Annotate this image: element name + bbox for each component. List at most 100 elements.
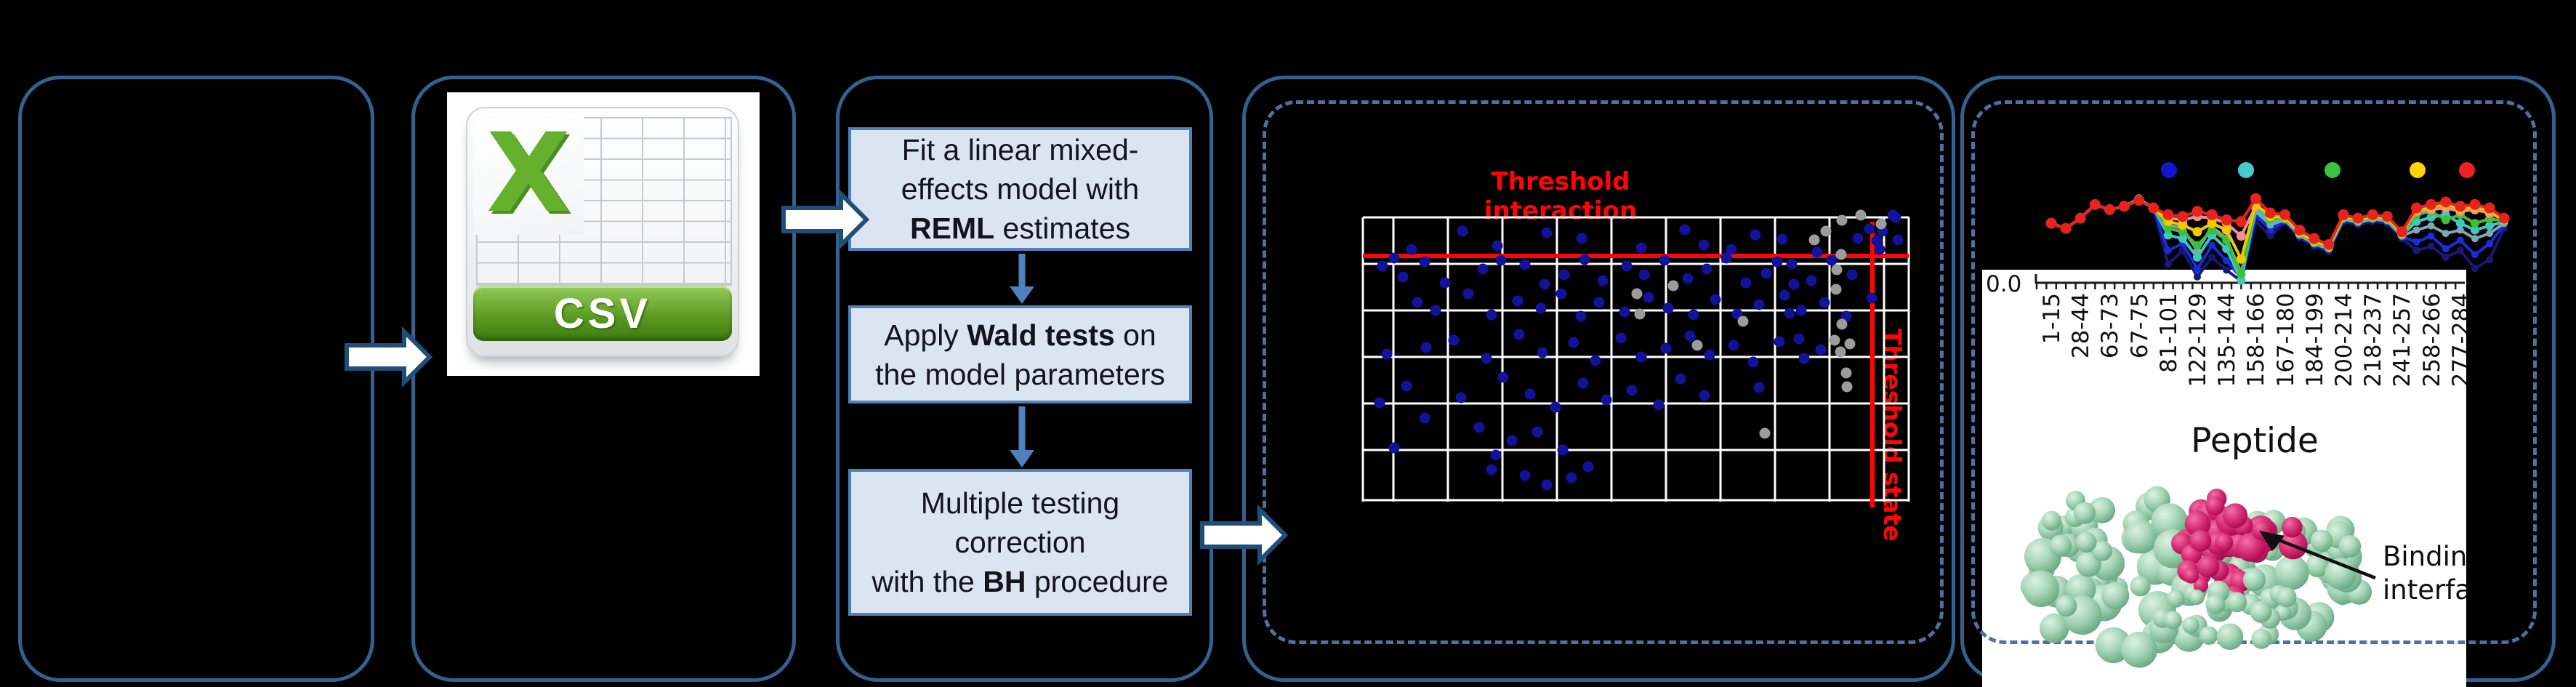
down-arrow-head-icon (1010, 286, 1034, 304)
scatter-point (1701, 263, 1712, 275)
scatter-point (1619, 306, 1630, 318)
series-marker (2412, 226, 2420, 234)
scatter-point (1793, 333, 1805, 345)
peptide-xlabel: Peptide (2191, 421, 2319, 461)
series-line-green (2050, 198, 2505, 276)
series-marker (2192, 227, 2202, 237)
series-marker (2223, 266, 2231, 274)
series-marker (2119, 201, 2130, 212)
scatter-point (1377, 260, 1388, 272)
scatter-point (1388, 442, 1400, 454)
excel-x-icon: X (473, 113, 584, 235)
series-marker (2193, 241, 2202, 250)
series-marker (2089, 198, 2101, 210)
series-marker (2193, 252, 2202, 262)
flow-arrow-icon (1200, 504, 1289, 566)
series-marker (2471, 265, 2479, 273)
series-marker (2207, 218, 2217, 228)
scatter-point (1835, 346, 1846, 358)
scatter-point (1779, 289, 1790, 301)
series-marker (2162, 209, 2174, 220)
series-marker (2440, 196, 2452, 208)
series-marker (2456, 226, 2464, 234)
scatter-point (1634, 308, 1646, 320)
protein-surface-green (2276, 587, 2297, 608)
scatter-point (1679, 224, 1691, 236)
series-marker (2367, 209, 2378, 220)
scatter-point (1448, 334, 1460, 346)
series-marker (2396, 226, 2407, 238)
binding-arrow-head-icon (2259, 531, 2285, 551)
scatter-point (1728, 340, 1739, 351)
workflow-step-line: Fit a linear mixed- (901, 133, 1139, 166)
scatter-point (1740, 277, 1752, 289)
protein-surface-crimson (2193, 577, 2209, 593)
series-marker (2309, 233, 2320, 244)
series-marker (2486, 256, 2493, 264)
scatter-point (1653, 399, 1665, 411)
series-marker (2411, 202, 2422, 214)
scatter-point (1477, 263, 1489, 275)
scatter-point (1512, 295, 1524, 307)
scatter-point (1406, 244, 1417, 255)
scatter-point (1660, 342, 1672, 354)
protein-surface-green (2073, 502, 2096, 524)
scatter-point (1621, 260, 1633, 272)
series-marker (2427, 232, 2435, 240)
scatter-point (1726, 244, 1737, 255)
series-marker (2208, 253, 2216, 261)
scatter-point (1537, 347, 1548, 358)
series-marker (2207, 225, 2217, 235)
scatter-point (1836, 318, 1848, 330)
line-chart (2034, 193, 2510, 289)
protein-surface-crimson (2184, 510, 2211, 537)
workflow-step-3: Multiple testing correction with the BH pr… (848, 469, 1192, 616)
series-marker (2427, 222, 2435, 230)
scatter-point (1473, 422, 1485, 433)
protein-surface-green (2040, 613, 2069, 643)
legend-dots (2161, 162, 2475, 178)
protein-surface-green (2242, 568, 2266, 592)
series-marker (2208, 241, 2216, 249)
series-marker (2266, 232, 2274, 240)
protein-surface-green (2022, 570, 2060, 608)
scatter-point (1635, 242, 1647, 254)
series-marker (2266, 226, 2274, 234)
scatter-point (1381, 348, 1393, 360)
protein-surface-green (2205, 594, 2226, 614)
series-marker (2469, 198, 2481, 210)
series-marker (2456, 236, 2464, 244)
protein-surface-green (2251, 628, 2272, 649)
protein-surface-green (2056, 595, 2077, 617)
scatter-point (1576, 233, 1587, 244)
scatter-point (1710, 294, 1721, 305)
series-marker (2178, 234, 2187, 244)
series-marker (2221, 225, 2231, 235)
series-marker (2442, 245, 2450, 253)
protein-surface-crimson (2236, 532, 2266, 562)
workflow-step-line: Multiple testing (920, 486, 1120, 520)
scatter-point (1788, 278, 1800, 290)
scatter-point (1750, 229, 1761, 241)
scatter-point (1831, 264, 1843, 276)
protein-surface-crimson (2197, 555, 2220, 578)
scatter-point (1439, 277, 1451, 289)
scatter-point (1631, 288, 1643, 300)
scatter-point (1808, 234, 1820, 246)
scatter-point (1455, 392, 1467, 403)
scatter-point (1771, 256, 1783, 268)
binding-label-line2: interface (2383, 574, 2466, 606)
protein-surface-green (2163, 611, 2182, 630)
workflow-step-line: effects model with (901, 172, 1140, 206)
scatter-point (1577, 377, 1589, 389)
series-marker (2222, 236, 2231, 245)
series-marker (2470, 219, 2479, 228)
series-marker (2045, 217, 2057, 229)
scatter-point (1835, 249, 1847, 260)
series-marker (2294, 224, 2306, 236)
protein-surface-green (2130, 576, 2151, 597)
scatter-point (1892, 234, 1904, 246)
scatter-point (1826, 254, 1838, 266)
scatter-point (1558, 269, 1570, 281)
scatter-point (1462, 288, 1474, 300)
